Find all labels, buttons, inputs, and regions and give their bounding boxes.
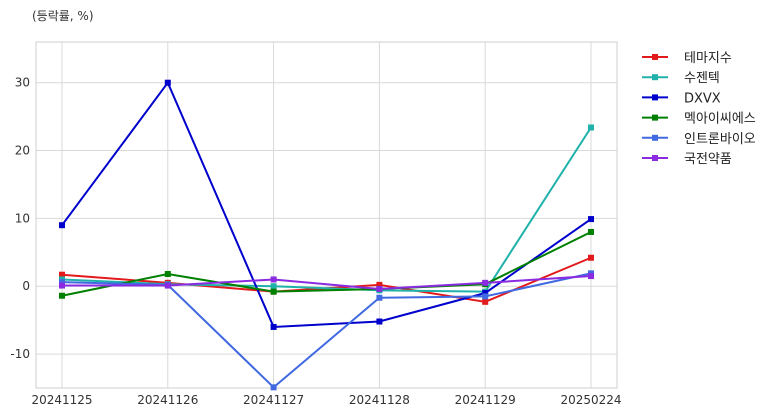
grid-lines [36, 42, 617, 388]
x-tick-label: 20241125 [31, 393, 92, 407]
legend-item: 국전약품 [642, 152, 732, 167]
data-point [588, 216, 594, 223]
series-line [61, 272, 592, 389]
data-point [588, 228, 594, 235]
legend-marker [652, 114, 658, 121]
series-lines [59, 79, 594, 391]
data-point [59, 222, 65, 229]
data-point [59, 279, 65, 286]
y-tick-label: 0 [22, 279, 30, 293]
series-line [61, 231, 592, 297]
y-tick-label: -10 [10, 347, 30, 361]
series-line [61, 126, 592, 293]
data-point [376, 285, 383, 292]
legend-marker [652, 155, 658, 161]
data-point [482, 298, 489, 305]
data-point [588, 124, 594, 131]
data-point [482, 293, 489, 300]
plot-frame [35, 41, 618, 389]
data-point [376, 281, 383, 288]
legend-item: 멕아이씨에스 [642, 112, 756, 127]
series-line [62, 275, 592, 290]
data-point [164, 271, 171, 278]
series-2 [59, 79, 594, 330]
x-axis-ticks: 20241125 20241126 20241127 20241128 20241129… [31, 393, 621, 407]
data-point [59, 292, 65, 299]
legend-label: 테마지수 [684, 51, 732, 66]
data-point [164, 282, 171, 289]
data-point [270, 384, 277, 391]
data-point [482, 279, 489, 286]
data-point [270, 276, 277, 283]
legend-marker [652, 54, 658, 60]
y-tick-label: 10 [15, 211, 30, 225]
series-line [61, 80, 592, 328]
data-point [376, 318, 383, 325]
x-tick-label: 20241126 [137, 393, 198, 407]
data-point [59, 282, 65, 289]
legend-item: 인트론바이오 [642, 132, 756, 147]
x-tick-label: 20241128 [349, 393, 410, 407]
legend-marker [652, 74, 658, 81]
legend-marker [652, 94, 658, 101]
legend-label: 국전약품 [684, 152, 732, 167]
legend-label: DXVX [684, 91, 721, 106]
data-point [376, 294, 383, 301]
legend-label: 수젠텍 [684, 71, 720, 86]
legend-item: DXVX [642, 91, 721, 106]
data-point [482, 290, 489, 297]
series-5 [59, 273, 594, 292]
data-point [59, 271, 65, 278]
x-tick-label: 20250224 [560, 393, 621, 407]
y-tick-label: 30 [15, 76, 30, 90]
legend-label: 멕아이씨에스 [684, 112, 756, 127]
x-tick-label: 20241127 [243, 393, 304, 407]
data-point [270, 323, 277, 330]
x-tick-label: 20241129 [455, 393, 516, 407]
data-point [164, 79, 171, 86]
legend-item: 수젠텍 [642, 71, 720, 86]
legend-item: 테마지수 [642, 51, 732, 66]
legend-marker [652, 134, 658, 141]
y-axis-ticks: -10 0 10 20 30 [10, 76, 30, 361]
data-point [588, 273, 594, 280]
data-point [270, 283, 277, 290]
unit-label: (등락률, %) [32, 9, 94, 23]
data-point [588, 254, 594, 261]
data-point [270, 288, 277, 295]
y-tick-label: 20 [15, 144, 30, 158]
legend-label: 인트론바이오 [684, 132, 756, 147]
